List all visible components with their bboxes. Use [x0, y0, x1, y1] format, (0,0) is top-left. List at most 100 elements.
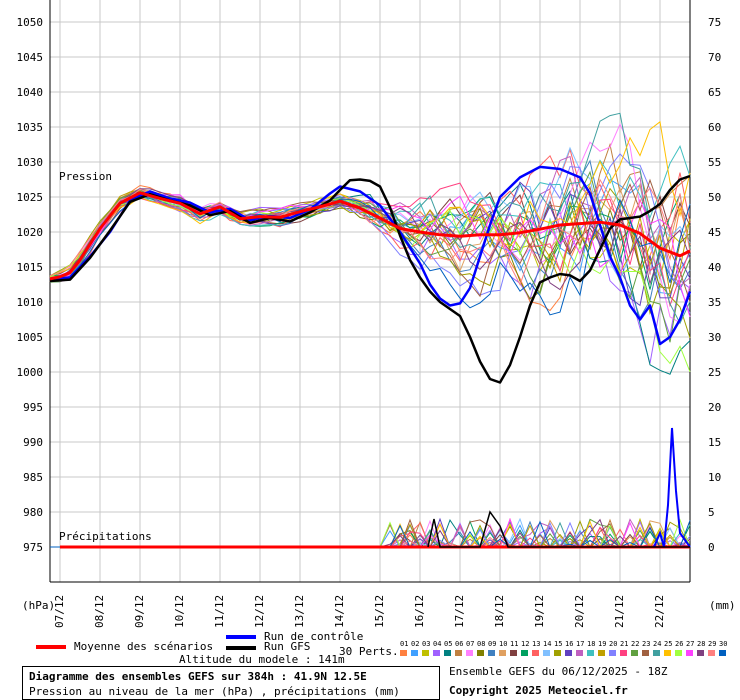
- y-left-tick: 1025: [17, 191, 44, 204]
- control-precip-line: [653, 427, 691, 548]
- chart-subtitle: Pression au niveau de la mer (hPa) , pré…: [29, 685, 400, 698]
- legend-control-label: Run de contrôle: [264, 630, 364, 643]
- pert-legend-swatch: [532, 650, 539, 656]
- perturbation-28: [49, 188, 691, 291]
- y-right-tick: 20: [708, 401, 721, 414]
- pert-legend-label: 16: [565, 640, 574, 648]
- pert-legend-label: 17: [576, 640, 585, 648]
- pert-legend-swatch: [543, 650, 550, 656]
- y-right-tick: 35: [708, 296, 721, 309]
- pert-legend-label: 02: [411, 640, 420, 648]
- legend-gfs-label: Run GFS: [264, 640, 311, 653]
- y-right-tick: 75: [708, 16, 721, 29]
- x-tick: 09/12: [133, 595, 146, 628]
- pert-legend-swatch: [455, 650, 462, 656]
- pert-legend-label: 04: [433, 640, 442, 648]
- y-left-tick: 995: [23, 401, 43, 414]
- pert-legend-swatch: [642, 650, 649, 656]
- pert-legend-label: 13: [532, 640, 541, 648]
- ensemble-run-label: Ensemble GEFS du 06/12/2025 - 18Z: [449, 665, 668, 678]
- x-tick: 11/12: [213, 595, 226, 628]
- y-right-tick: 5: [708, 506, 715, 519]
- y-left-tick: 1045: [17, 51, 44, 64]
- pert-legend-swatch: [466, 650, 473, 656]
- y-left-tick: 1030: [17, 156, 44, 169]
- x-tick: 17/12: [453, 595, 466, 628]
- pert-legend-label: 07: [466, 640, 475, 648]
- y-right-tick: 40: [708, 261, 721, 274]
- y-right-tick: 65: [708, 86, 721, 99]
- pert-legend-label: 23: [642, 640, 651, 648]
- y-left-tick: 1015: [17, 261, 44, 274]
- pert-legend-swatch: [411, 650, 418, 656]
- gfs-line: [49, 174, 691, 384]
- x-tick: 18/12: [493, 595, 506, 628]
- pert-legend-swatch: [488, 650, 495, 656]
- pert-legend-swatch: [444, 650, 451, 656]
- y-right-tick: 30: [708, 331, 721, 344]
- y-right-unit: (mm): [709, 599, 736, 612]
- y-left-tick: 1035: [17, 121, 44, 134]
- pert-legend-swatch: [609, 650, 616, 656]
- y-left-unit: (hPa): [22, 599, 56, 612]
- pert-legend-swatch: [675, 650, 682, 656]
- y-left-tick: 990: [23, 436, 43, 449]
- y-left-tick: 1040: [17, 86, 44, 99]
- pert-legend-label: 24: [653, 640, 662, 648]
- legend-perts-label: 30 Perts.: [339, 645, 399, 658]
- pert-legend-label: 19: [598, 640, 607, 648]
- pert-legend-swatch: [598, 650, 605, 656]
- pert-legend-swatch: [719, 650, 726, 656]
- pert-legend-label: 09: [488, 640, 497, 648]
- pert-legend-swatch: [554, 650, 561, 656]
- pert-legend-label: 06: [455, 640, 464, 648]
- pression-label: Pression: [59, 170, 112, 183]
- pert-legend-label: 15: [554, 640, 563, 648]
- pert-legend-label: 01: [400, 640, 409, 648]
- x-tick: 12/12: [253, 595, 266, 628]
- x-tick: 16/12: [413, 595, 426, 628]
- pert-legend-label: 29: [708, 640, 717, 648]
- x-tick: 19/12: [533, 595, 546, 628]
- pert-legend-swatch: [664, 650, 671, 656]
- pert-legend-label: 28: [697, 640, 706, 648]
- y-right-tick: 45: [708, 226, 721, 239]
- x-tick: 20/12: [573, 595, 586, 628]
- perturbation-21: [49, 182, 691, 308]
- y-right-tick: 60: [708, 121, 721, 134]
- y-left-tick: 980: [23, 506, 43, 519]
- pert-legend-swatch: [400, 650, 407, 656]
- pert-legend-swatch: [576, 650, 583, 656]
- legend-control-swatch: [226, 635, 256, 639]
- x-tick: 14/12: [333, 595, 346, 628]
- pert-legend-swatch: [686, 650, 693, 656]
- y-right-tick: 25: [708, 366, 721, 379]
- pert-legend-swatch: [521, 650, 528, 656]
- pert-legend-swatch: [565, 650, 572, 656]
- y-left-tick: 1000: [17, 366, 44, 379]
- x-tick: 10/12: [173, 595, 186, 628]
- pert-legend-swatch: [631, 650, 638, 656]
- pert-legend-swatch: [620, 650, 627, 656]
- x-tick: 08/12: [93, 595, 106, 628]
- pert-legend-label: 10: [499, 640, 508, 648]
- info-box: Diagramme des ensembles GEFS sur 384h : …: [22, 666, 440, 700]
- y-right-tick: 15: [708, 436, 721, 449]
- axis-tick-labels: 9759809859909951000100510101015102010251…: [17, 16, 722, 628]
- legend-gfs-swatch: [226, 646, 256, 650]
- pert-legend-swatch: [477, 650, 484, 656]
- plot-area: [50, 0, 690, 582]
- x-tick: 22/12: [653, 595, 666, 628]
- pert-legend-swatch: [433, 650, 440, 656]
- pert-legend-swatch: [510, 650, 517, 656]
- y-left-tick: 1020: [17, 226, 44, 239]
- x-tick: 15/12: [373, 595, 386, 628]
- pert-legend-swatch: [653, 650, 660, 656]
- pert-legend-label: 03: [422, 640, 431, 648]
- gfs-precip-line: [427, 510, 690, 548]
- x-tick: 07/12: [53, 595, 66, 628]
- precip-label: Précipitations: [59, 530, 152, 543]
- y-right-tick: 50: [708, 191, 721, 204]
- pert-legend-swatch: [697, 650, 704, 656]
